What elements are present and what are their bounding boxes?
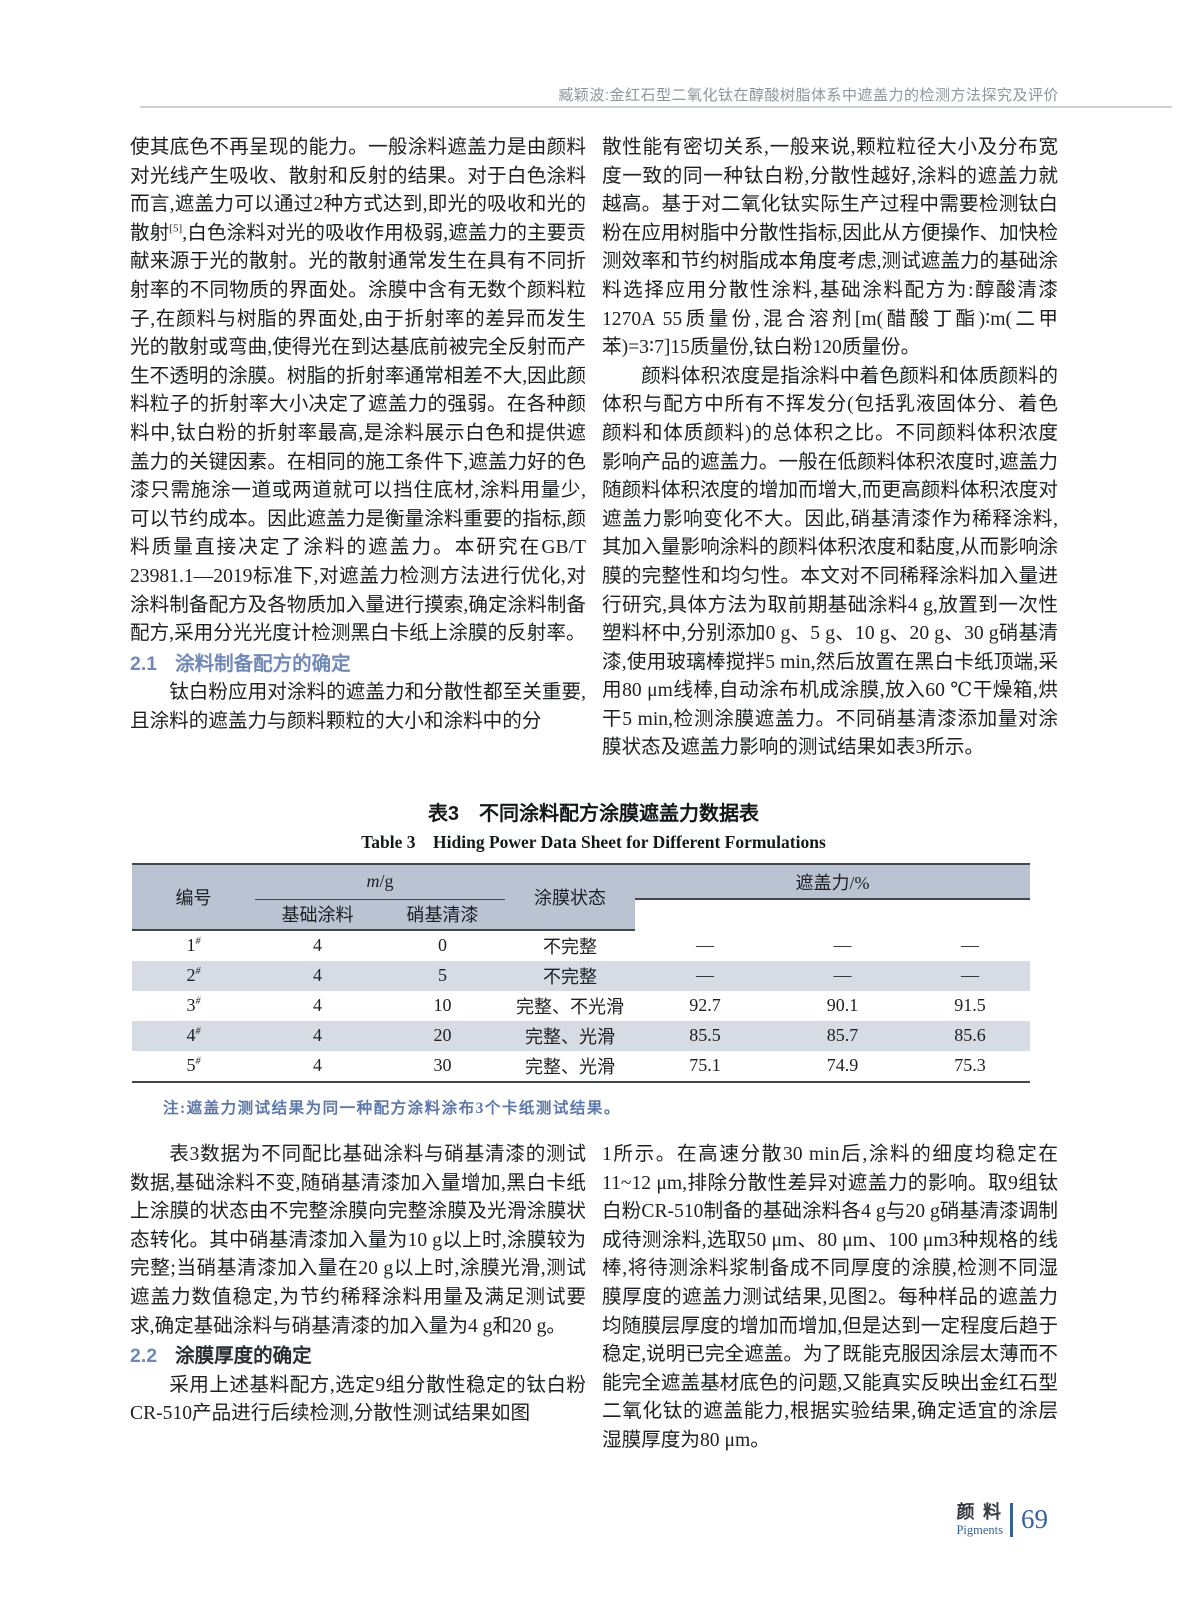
section-heading-2-1: 2.1 涂料制备配方的确定	[130, 650, 586, 679]
section-title: 涂料制备配方的确定	[175, 652, 351, 675]
paragraph: 表3数据为不同配比基础涂料与硝基清漆的测试数据,基础涂料不变,随硝基清漆加入量增…	[130, 1144, 586, 1337]
paragraph: 颜料体积浓度是指涂料中着色颜料和体质颜料的体积与配方中所有不挥发分(包括乳液固体…	[602, 365, 1058, 759]
paragraph: 采用上述基料配方,选定9组分散性稳定的钛白粉CR-510产品进行后续检测,分散性…	[130, 1374, 586, 1425]
table-row: 4# 4 20 完整、光滑 85.5 85.7 85.6	[132, 1020, 1031, 1051]
table-row: 3# 4 10 完整、不光滑 92.7 90.1 91.5	[186, 995, 986, 1017]
col-header-mass: m/g	[255, 864, 506, 900]
citation-ref: [5]	[169, 222, 183, 235]
bottom-right-column: 1所示。在高速分散30 min后,涂料的细度均稳定在11~12 μm,排除分散性…	[602, 1141, 1058, 1456]
paragraph: 使其底色不再呈现的能力。一般涂料遮盖力是由颜料对光线产生吸收、散射和反射的结果。…	[130, 134, 586, 649]
hiding-power-table: 编号 m/g 涂膜状态 遮盖力/% 基础涂料 硝基清漆 1# 4 0 不完整 —	[132, 863, 1031, 1083]
col-header-state: 涂膜状态	[505, 864, 636, 931]
section-heading-2-2: 2.2 涂膜厚度的确定	[130, 1342, 586, 1371]
top-columns: 使其底色不再呈现的能力。一般涂料遮盖力是由颜料对光线产生吸收、散射和反射的结果。…	[130, 134, 1058, 763]
col-header-id: 编号	[132, 864, 255, 931]
table-row: 1# 4 0 不完整 — — —	[186, 934, 980, 957]
table-header-row-1: 编号 m/g 涂膜状态 遮盖力/%	[132, 864, 1031, 931]
section-number: 2.1	[130, 652, 158, 675]
col-header-base: 基础涂料	[255, 899, 380, 931]
journal-name-en: Pigments	[956, 1522, 1003, 1537]
table3-block: 表3 不同涂料配方涂膜遮盖力数据表 Table 3 Hiding Power D…	[0, 797, 1187, 1118]
table-note: 注:遮盖力测试结果为同一种配方涂料涂布3个卡纸测试结果。	[163, 1099, 621, 1117]
paragraph-text: 使其底色不再呈现的能力。一般涂料遮盖力是由颜料对光线产生吸收、散射和反射的结果。…	[130, 137, 586, 244]
footer-divider-bar	[1010, 1502, 1013, 1537]
paragraph: 1所示。在高速分散30 min后,涂料的细度均稳定在11~12 μm,排除分散性…	[602, 1144, 1058, 1451]
bottom-columns: 表3数据为不同配比基础涂料与硝基清漆的测试数据,基础涂料不变,随硝基清漆加入量增…	[130, 1141, 1058, 1456]
page-number: 69	[1021, 1504, 1048, 1535]
table-title-cn: 表3 不同涂料配方涂膜遮盖力数据表	[427, 803, 760, 825]
mass-symbol: m	[366, 871, 380, 892]
table-title-en: Table 3 Hiding Power Data Sheet for Diff…	[361, 832, 826, 852]
table-header-row-2: 基础涂料 硝基清漆	[132, 899, 1030, 931]
mass-unit: /g	[379, 871, 394, 892]
bottom-left-column: 表3数据为不同配比基础涂料与硝基清漆的测试数据,基础涂料不变,随硝基清漆加入量增…	[130, 1141, 586, 1456]
paragraph: 散性能有密切关系,一般来说,颗粒粒径大小及分布宽度一致的同一种钛白粉,分散性越好…	[602, 137, 1058, 359]
col-header-nitro: 硝基清漆	[380, 899, 506, 931]
header-rule	[140, 106, 1172, 108]
section-number: 2.2	[130, 1345, 158, 1368]
page-footer: 颜 料 Pigments 69	[956, 1502, 1048, 1537]
journal-name-block: 颜 料 Pigments	[956, 1502, 1003, 1537]
top-left-column: 使其底色不再呈现的能力。一般涂料遮盖力是由颜料对光线产生吸收、散射和反射的结果。…	[130, 134, 586, 763]
top-right-column: 散性能有密切关系,一般来说,颗粒粒径大小及分布宽度一致的同一种钛白粉,分散性越好…	[602, 134, 1058, 763]
table-row: 5# 4 30 完整、光滑 75.1 74.9 75.3	[186, 1055, 986, 1077]
journal-name-cn: 颜 料	[956, 1502, 1003, 1522]
paragraph: 钛白粉应用对涂料的遮盖力和分散性都至关重要,且涂料的遮盖力与颜料颗粒的大小和涂料…	[130, 682, 586, 732]
section-title: 涂膜厚度的确定	[175, 1345, 312, 1368]
paragraph-text: ,白色涂料对光的吸收作用极弱,遮盖力的主要贡献来源于光的散射。光的散射通常发生在…	[130, 222, 587, 645]
col-header-hiding: 遮盖力/%	[635, 864, 1031, 900]
table-row: 2# 4 5 不完整 — — —	[132, 960, 1031, 991]
running-head: 臧颖波:金红石型二氧化钛在醇酸树脂体系中遮盖力的检测方法探究及评价	[558, 87, 1059, 104]
